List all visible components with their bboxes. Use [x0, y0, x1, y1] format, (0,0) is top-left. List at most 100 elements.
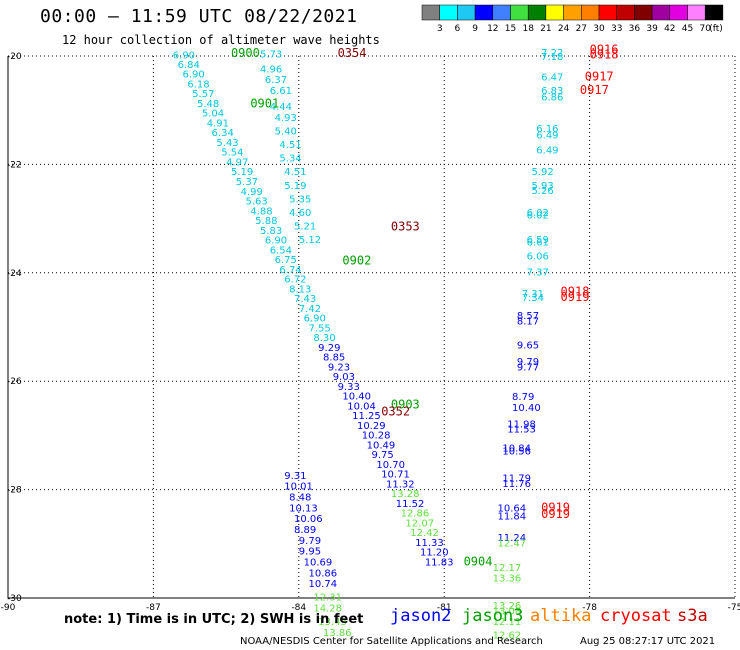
colorbar-swatch	[634, 4, 653, 21]
wave-height-label: 6.18	[187, 79, 209, 90]
legend-altika: altika	[530, 606, 592, 626]
wave-height-label: 6.34	[212, 128, 234, 139]
wave-height-label: 9.03	[333, 372, 355, 383]
y-tick-label: -24	[7, 269, 22, 279]
colorbar-swatch	[581, 4, 600, 21]
wave-height-label: 5.12	[299, 235, 321, 246]
x-tick-label: -75	[728, 603, 740, 613]
colorbar-swatch	[669, 4, 688, 21]
wave-height-label: 4.60	[289, 208, 311, 219]
wave-height-label: 8.85	[323, 353, 345, 364]
wave-height-label: 7.18	[541, 52, 563, 63]
colorbar-swatch	[457, 4, 476, 21]
wave-height-label: 6.90	[304, 314, 326, 325]
wave-height-label: 9.95	[299, 547, 321, 558]
wave-height-label: 12.11	[493, 617, 522, 628]
track-time-label: 0900	[231, 46, 260, 60]
wave-height-label: 6.90	[182, 70, 204, 81]
wave-height-label: 5.93	[531, 181, 553, 192]
wave-height-label: 8.57	[517, 311, 539, 322]
wave-height-label: 10.28	[362, 431, 391, 442]
wave-height-label: 5.83	[260, 226, 282, 237]
track-time-label: 0918	[590, 48, 619, 62]
track-time-label: 0352	[381, 404, 410, 418]
x-tick-label: -78	[582, 603, 597, 613]
wave-height-label: 4.51	[284, 167, 306, 178]
wave-height-label: 13.36	[493, 574, 522, 585]
wave-height-label: 7.37	[527, 268, 549, 279]
wave-height-label: 10.04	[347, 401, 376, 412]
wave-height-label: 6.59	[527, 235, 549, 246]
wave-height-label: 9.33	[338, 382, 360, 393]
y-tick-label: -30	[7, 594, 22, 604]
track-time-label: 0919	[561, 290, 590, 304]
wave-height-label: 10.70	[376, 460, 405, 471]
wave-height-label: 5.48	[197, 99, 219, 110]
chart-subtitle: 12 hour collection of altimeter wave hei…	[62, 33, 380, 47]
wave-height-label: 6.49	[536, 146, 558, 157]
wave-height-label: 11.53	[507, 425, 536, 436]
wave-height-label: 10.64	[498, 503, 527, 514]
wave-height-label: 10.71	[381, 470, 410, 481]
x-tick-label: -90	[1, 603, 16, 613]
wave-height-label: 14.28	[313, 604, 342, 615]
wave-height-label: 6.83	[541, 86, 563, 97]
wave-height-label: 5.04	[202, 109, 224, 120]
colorbar-label: 42	[664, 24, 675, 34]
wave-height-label: 5.37	[236, 177, 258, 188]
wave-height-label: 4.97	[226, 157, 248, 168]
colorbar-swatch	[474, 4, 494, 21]
wave-height-label: 8.89	[294, 525, 316, 536]
wave-height-label: 12.86	[401, 509, 430, 520]
wave-height-label: 5.21	[294, 221, 316, 232]
wave-height-label: 5.63	[245, 197, 267, 208]
track-time-label: 0904	[464, 554, 493, 568]
wave-height-label: 13.08	[493, 606, 522, 617]
colorbar-label: 15	[505, 24, 516, 34]
track-time-label: 0919	[541, 507, 570, 521]
wave-height-label: 5.92	[531, 167, 553, 178]
track-time-label: 0917	[580, 83, 609, 97]
wave-height-label: 11.84	[498, 511, 527, 522]
wave-height-label: 9.29	[318, 343, 340, 354]
wave-height-label: 8.30	[313, 333, 335, 344]
wave-height-label: 6.90	[265, 236, 287, 247]
colorbar-swatch	[563, 4, 582, 21]
x-tick-label: -81	[437, 603, 452, 613]
wave-height-label: 10.01	[284, 482, 313, 493]
wave-height-label: 8.17	[517, 316, 539, 327]
legend-jason2: jason2	[390, 606, 452, 626]
x-tick-label: -84	[291, 603, 306, 613]
track-time-label: 0919	[541, 500, 570, 514]
track-time-label: 0916	[590, 42, 619, 56]
wave-height-label: 4.93	[275, 113, 297, 124]
colorbar-label: 18	[522, 24, 534, 34]
track-time-label: 0354	[338, 46, 367, 60]
wave-height-label: 10.13	[289, 503, 318, 514]
wave-height-label: 5.34	[279, 154, 301, 165]
colorbar-swatch	[616, 4, 635, 21]
wave-height-label: 10.74	[308, 579, 337, 590]
wave-height-label: 8.13	[289, 284, 311, 295]
wave-height-label: 4.51	[279, 140, 301, 151]
colorbar-swatch	[439, 4, 458, 21]
wave-height-label: 6.90	[173, 51, 195, 62]
wave-height-label: 12.42	[410, 528, 439, 539]
footer-timestamp: Aug 25 08:27:17 UTC 2021	[580, 636, 716, 647]
colorbar-swatch	[651, 4, 671, 21]
wave-height-label: 6.47	[541, 72, 563, 83]
wave-height-label: 5.43	[216, 138, 238, 149]
wave-height-label: 11.24	[498, 533, 527, 544]
wave-height-label: 8.79	[512, 392, 534, 403]
wave-height-label: 12.31	[313, 593, 342, 604]
colorbar-label: 39	[646, 24, 658, 34]
wave-height-label: 11.33	[415, 538, 444, 549]
track-time-label: 0353	[391, 220, 420, 234]
wave-height-label: 11.79	[502, 473, 531, 484]
wave-height-label: 5.40	[275, 127, 297, 138]
wave-height-label: 13.43	[318, 617, 347, 628]
track-time-label: 0903	[391, 397, 420, 411]
colorbar-label: 9	[472, 24, 478, 34]
wave-height-label: 9.65	[517, 341, 539, 352]
wave-height-label: 11.25	[352, 411, 381, 422]
